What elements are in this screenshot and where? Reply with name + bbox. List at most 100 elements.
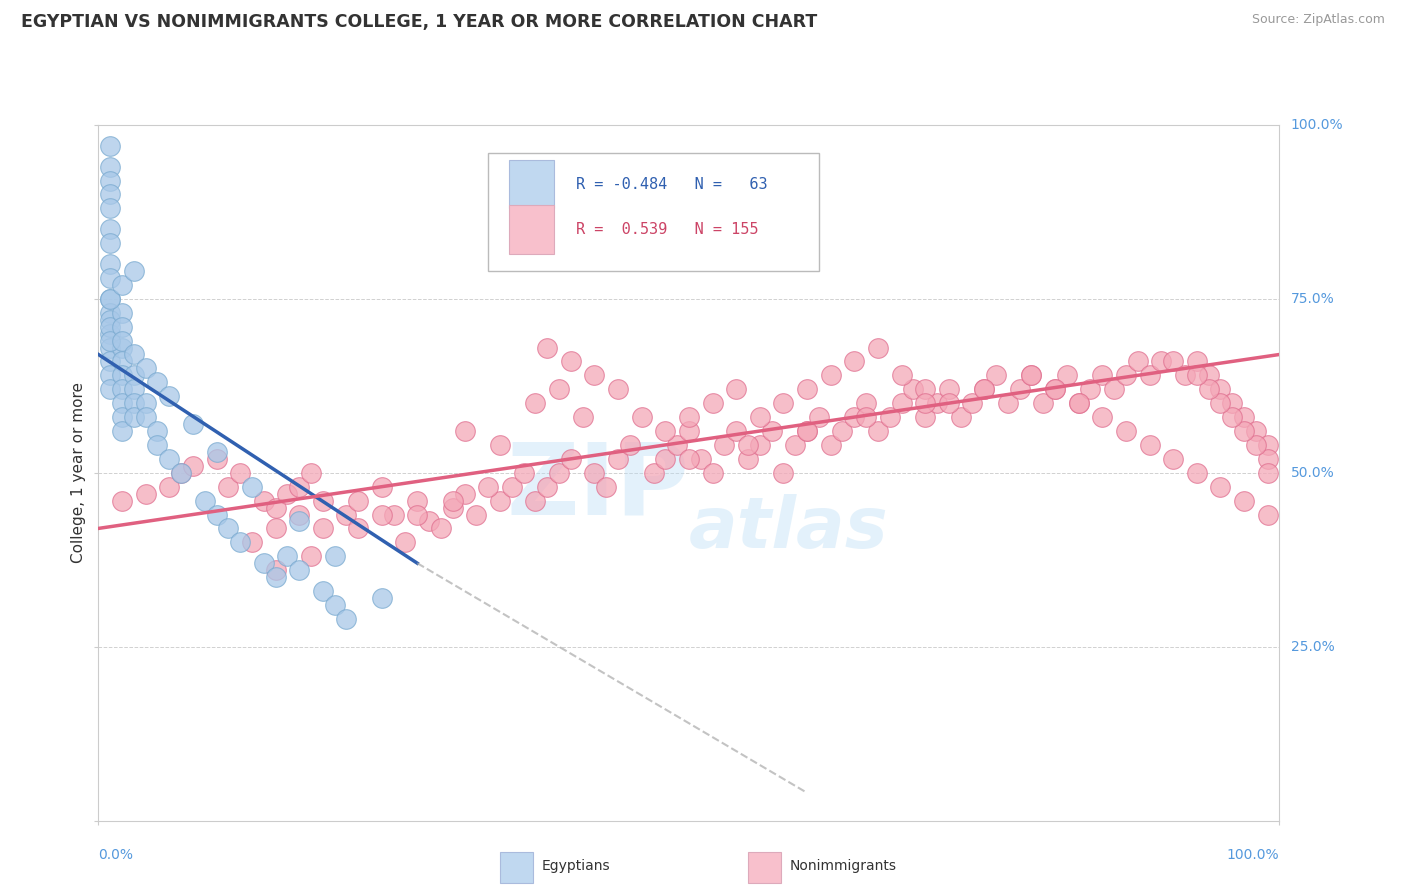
Point [1220,396,1243,410]
Point [335,612,357,626]
Point [796,424,818,438]
Text: R = -0.484   N =   63: R = -0.484 N = 63 [575,177,768,192]
Point [371,480,394,494]
Point [181,417,204,431]
Point [489,493,512,508]
Point [914,382,936,396]
Point [157,389,180,403]
Point [489,438,512,452]
Point [111,277,134,292]
Point [1220,410,1243,425]
Point [925,396,948,410]
Y-axis label: College, 1 year or more: College, 1 year or more [70,383,86,563]
Point [1102,382,1125,396]
Point [111,368,134,383]
Point [1043,382,1066,396]
Point [122,368,145,383]
Text: Source: ZipAtlas.com: Source: ZipAtlas.com [1251,13,1385,27]
Point [98,341,121,355]
Point [1115,368,1137,383]
Point [98,292,121,306]
Point [135,361,157,376]
Point [98,222,121,236]
Text: Nonimmigrants: Nonimmigrants [789,859,897,873]
Point [938,382,960,396]
Point [111,382,134,396]
Point [299,549,322,564]
Point [98,312,121,326]
FancyBboxPatch shape [488,153,818,271]
FancyBboxPatch shape [509,160,554,209]
Text: 25.0%: 25.0% [1291,640,1334,654]
Point [678,410,700,425]
Text: atlas: atlas [689,494,889,563]
Point [98,202,121,216]
Point [702,396,724,410]
Text: 100.0%: 100.0% [1291,118,1343,132]
Point [111,410,134,425]
Point [1126,354,1149,368]
Point [135,486,157,500]
Point [772,466,794,480]
Point [725,424,748,438]
Point [98,187,121,202]
Point [1257,508,1279,522]
Point [820,438,842,452]
Point [1209,480,1232,494]
FancyBboxPatch shape [501,852,533,883]
Point [253,493,276,508]
Point [702,466,724,480]
Text: ZIP: ZIP [506,438,689,535]
Point [312,521,335,535]
Point [713,438,735,452]
Point [1056,368,1078,383]
Point [111,396,134,410]
Point [382,508,405,522]
Point [135,410,157,425]
Point [157,451,180,466]
Point [111,319,134,334]
Text: Egyptians: Egyptians [541,859,610,873]
Point [98,368,121,383]
Point [111,493,134,508]
Point [181,458,204,473]
Point [820,368,842,383]
Point [1257,438,1279,452]
Point [619,438,641,452]
Point [1021,368,1043,383]
Point [111,354,134,368]
Point [949,410,972,425]
Point [1161,451,1184,466]
Point [512,466,534,480]
Point [914,410,936,425]
Point [406,508,429,522]
Point [477,480,499,494]
Point [1021,368,1043,383]
Point [276,549,298,564]
Point [737,438,759,452]
Point [689,451,711,466]
Point [111,341,134,355]
Point [406,493,429,508]
Point [146,376,169,390]
Point [1209,382,1232,396]
Point [1244,438,1267,452]
Point [240,480,263,494]
Text: R =  0.539   N = 155: R = 0.539 N = 155 [575,222,758,236]
Point [914,396,936,410]
Point [666,438,689,452]
Point [323,598,346,612]
Point [761,424,783,438]
Point [371,591,394,605]
Point [1185,354,1208,368]
Point [98,236,121,251]
Point [170,466,193,480]
Point [501,480,523,494]
Point [536,480,558,494]
Point [654,451,676,466]
Point [630,410,652,425]
Point [583,466,606,480]
Point [418,515,440,529]
Point [973,382,995,396]
Point [890,396,912,410]
